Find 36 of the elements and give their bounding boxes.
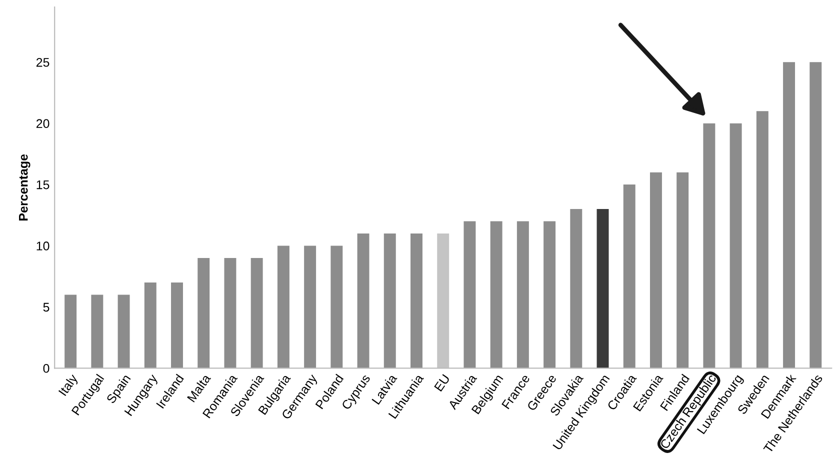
bar — [357, 234, 370, 368]
bar — [384, 234, 396, 368]
y-tick-label: 5 — [43, 302, 50, 312]
bar — [144, 282, 156, 368]
bar — [304, 246, 316, 368]
bar — [623, 184, 636, 368]
y-axis-title: Percentage — [19, 154, 30, 220]
bar — [544, 221, 556, 368]
bar — [464, 221, 476, 368]
bar — [490, 221, 502, 368]
bar — [91, 294, 104, 368]
y-tick-label: 25 — [36, 58, 50, 67]
x-tick-label: EU — [434, 374, 450, 392]
y-tick-label: 20 — [36, 119, 50, 128]
bar — [171, 282, 183, 368]
bar — [198, 258, 210, 368]
bar — [224, 258, 236, 368]
bar — [730, 123, 742, 368]
y-tick-label: 15 — [36, 180, 50, 190]
bar — [783, 62, 796, 368]
bar — [118, 294, 130, 368]
bar — [650, 172, 662, 368]
bar — [596, 209, 609, 368]
bar — [330, 246, 343, 368]
bar — [703, 123, 716, 368]
bar — [676, 172, 689, 368]
bar — [64, 294, 77, 368]
bar — [410, 234, 422, 368]
bar — [277, 246, 290, 368]
y-tick-label: 10 — [36, 242, 50, 250]
y-tick-label: 0 — [43, 364, 50, 373]
bar — [810, 62, 822, 368]
bar — [570, 209, 582, 368]
bar — [250, 258, 263, 368]
bar — [756, 111, 768, 368]
bar — [516, 221, 529, 368]
